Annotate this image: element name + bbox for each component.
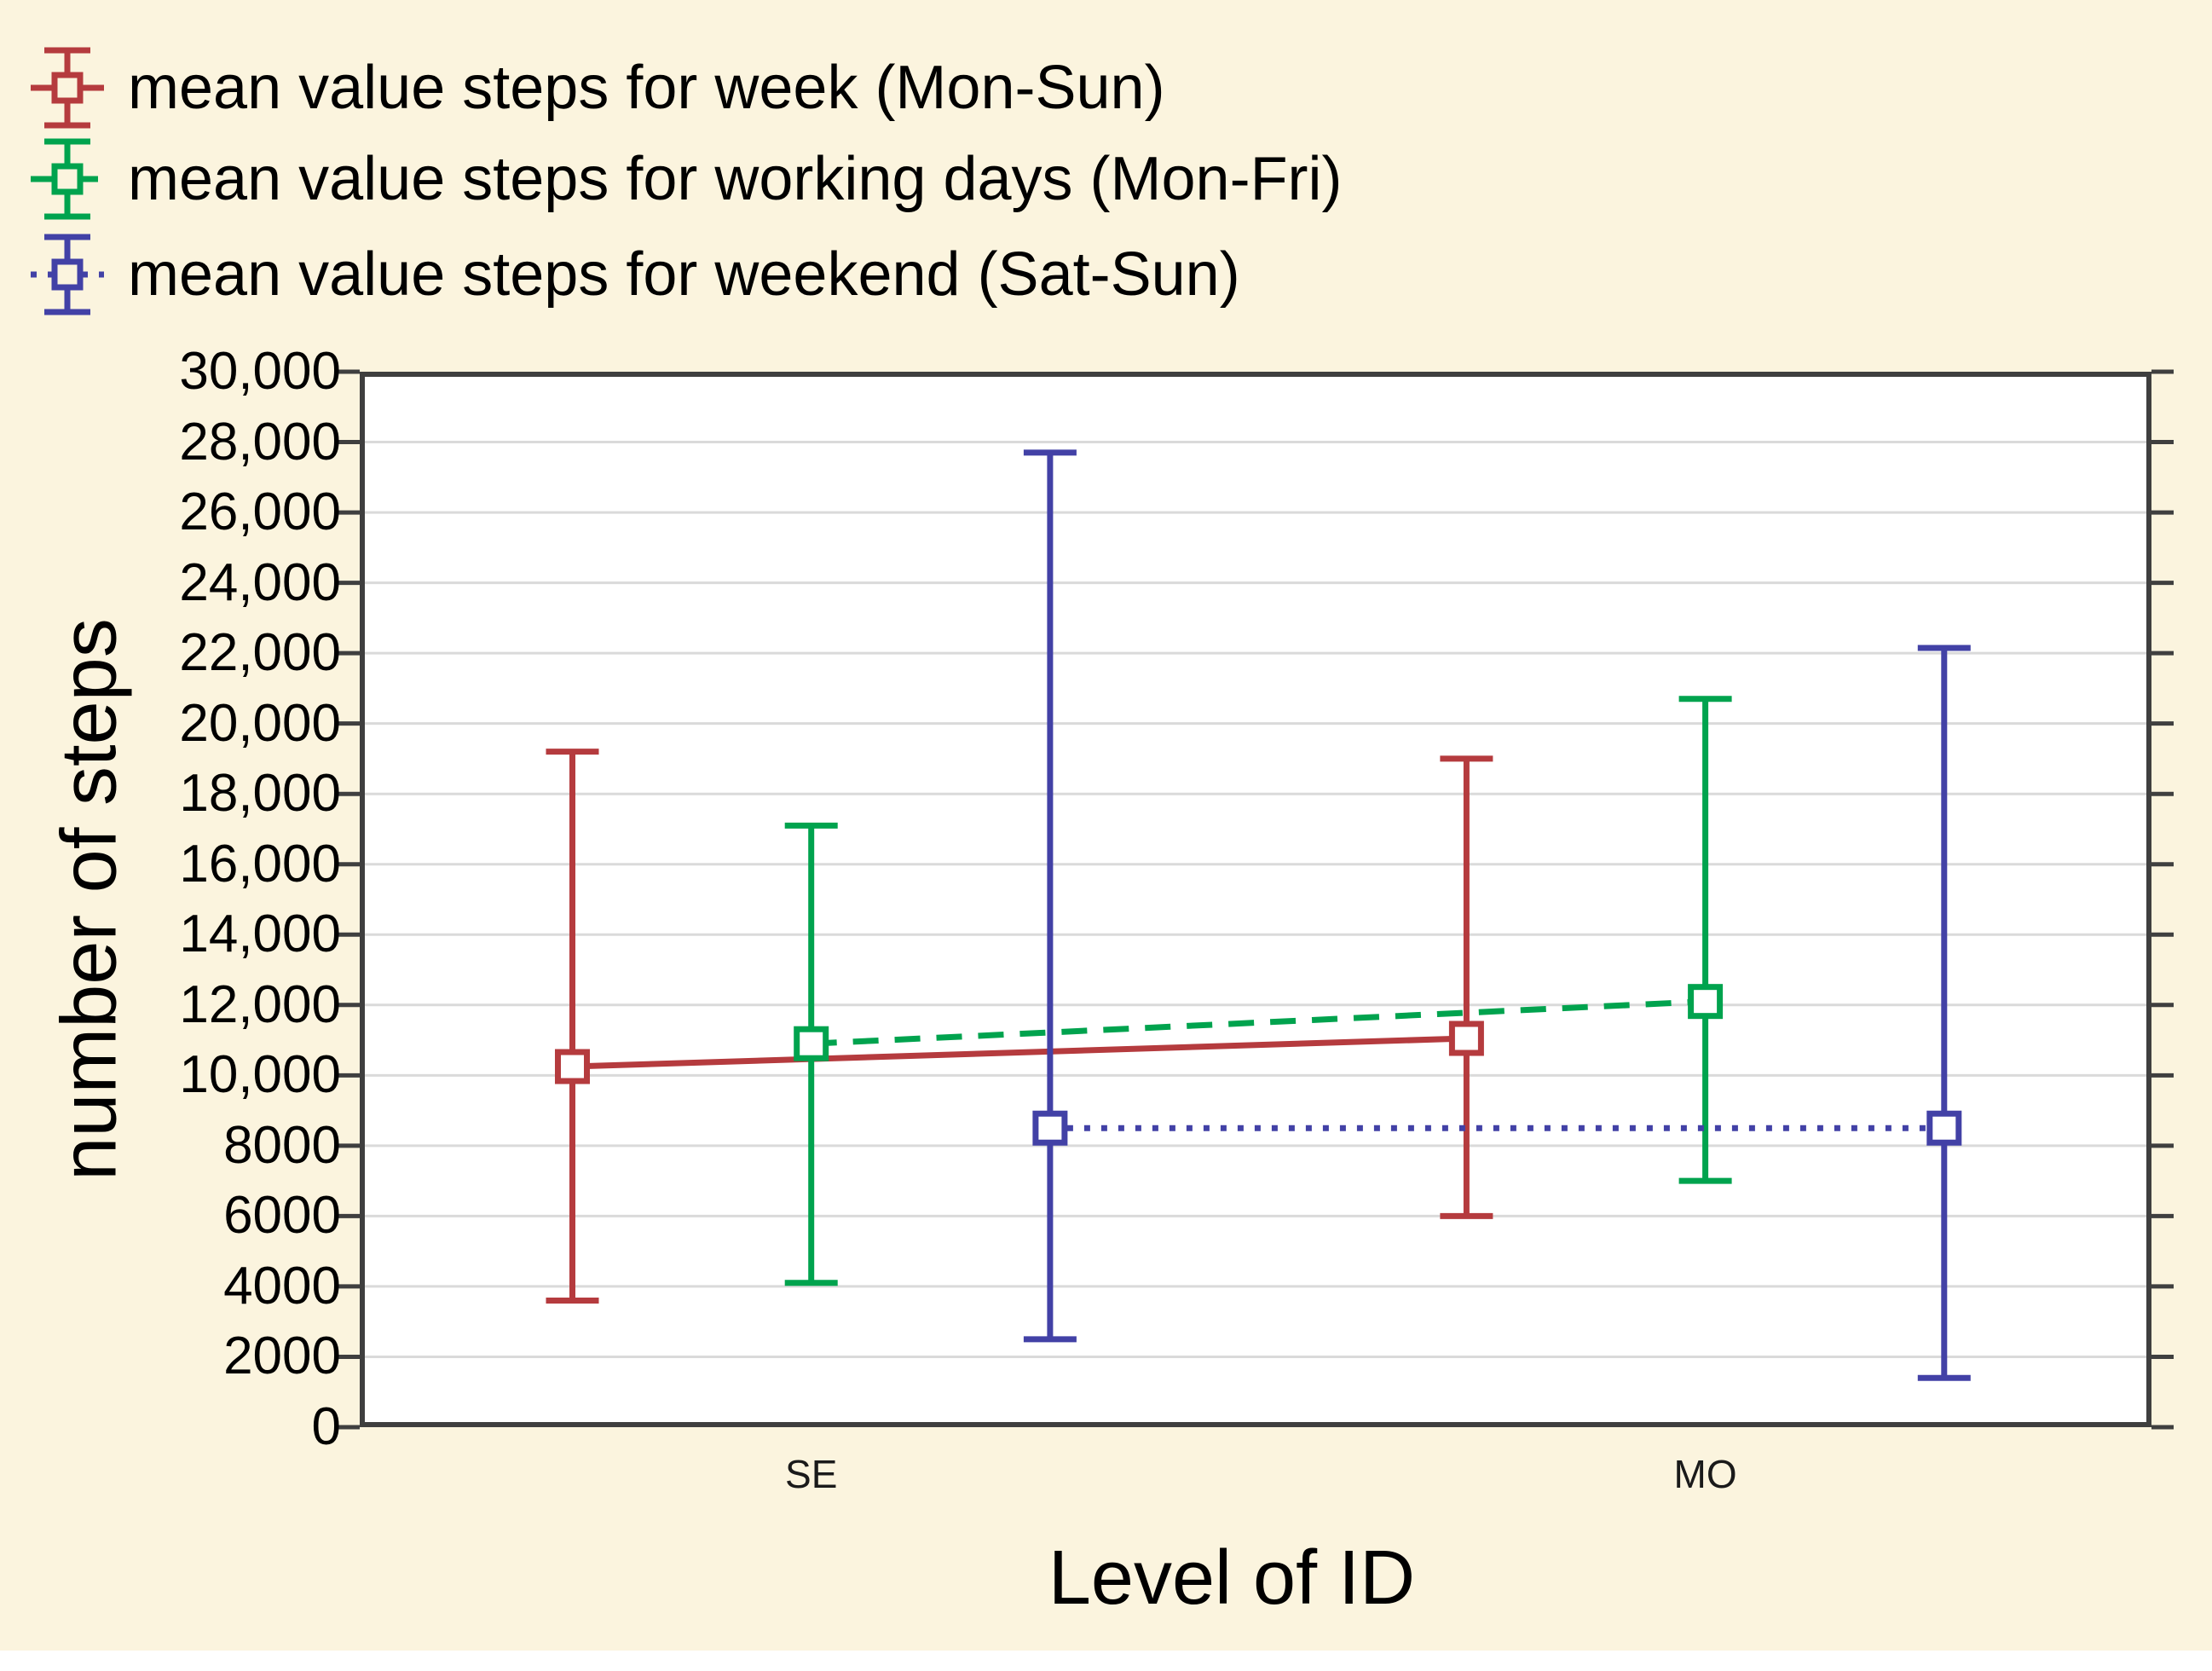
x-category-label-SE: SE xyxy=(785,1452,838,1496)
square-open-icon xyxy=(51,258,84,291)
plot-frame xyxy=(360,372,2151,1427)
legend-errorbar-icon xyxy=(31,47,104,129)
y-tick-label: 12,000 xyxy=(179,974,341,1034)
legend-errorbar-icon xyxy=(31,138,104,220)
y-tick-label: 20,000 xyxy=(179,693,341,753)
y-tick-label: 16,000 xyxy=(179,834,341,893)
series-week xyxy=(546,749,1493,1304)
y-tick-label: 14,000 xyxy=(179,905,341,964)
legend-errorbar-icon xyxy=(31,234,104,315)
mean-marker xyxy=(555,1049,591,1084)
square-open-icon xyxy=(51,163,84,195)
y-tick-label: 2000 xyxy=(223,1327,341,1386)
mean-marker xyxy=(1448,1021,1484,1056)
mean-marker xyxy=(1926,1110,1962,1146)
x-category-label-MO: MO xyxy=(1673,1452,1737,1496)
mean-marker xyxy=(1688,984,1724,1020)
legend-item: mean value steps for weekend (Sat-Sun) xyxy=(31,227,1240,322)
x-axis-title: Level of ID xyxy=(1048,1535,1416,1621)
mean-connector-line xyxy=(811,998,1706,1047)
mean-marker xyxy=(1032,1110,1068,1146)
axis-ticks xyxy=(338,369,2174,1430)
y-tick-label: 24,000 xyxy=(179,552,341,612)
plot-area xyxy=(338,369,2174,1430)
y-tick-label: 30,000 xyxy=(179,342,341,401)
y-tick-label: 0 xyxy=(311,1397,341,1456)
y-tick-label: 18,000 xyxy=(179,764,341,824)
y-tick-label: 10,000 xyxy=(179,1045,341,1105)
legend-label: mean value steps for weekend (Sat-Sun) xyxy=(128,240,1240,309)
y-tick-label: 4000 xyxy=(223,1256,341,1315)
plot-canvas xyxy=(338,369,2174,1430)
y-axis-title: number of steps xyxy=(45,618,133,1181)
y-tick-label: 6000 xyxy=(223,1186,341,1246)
mean-connector-line xyxy=(572,1035,1467,1070)
legend-label: mean value steps for week (Mon-Sun) xyxy=(128,54,1165,122)
mean-marker xyxy=(794,1026,829,1061)
y-tick-label: 8000 xyxy=(223,1115,341,1175)
series-working-days xyxy=(784,696,1732,1286)
series-weekend xyxy=(1023,449,1971,1381)
y-tick-label: 22,000 xyxy=(179,623,341,683)
page-bottom-margin xyxy=(0,1651,2212,1671)
legend-label: mean value steps for working days (Mon-F… xyxy=(128,145,1343,213)
square-open-icon xyxy=(51,72,84,104)
gridlines xyxy=(360,441,2151,1358)
y-tick-label: 26,000 xyxy=(179,483,341,542)
legend-item: mean value steps for working days (Mon-F… xyxy=(31,131,1343,227)
y-tick-label: 28,000 xyxy=(179,412,341,471)
plot-background xyxy=(360,372,2151,1427)
legend-item: mean value steps for week (Mon-Sun) xyxy=(31,40,1165,136)
